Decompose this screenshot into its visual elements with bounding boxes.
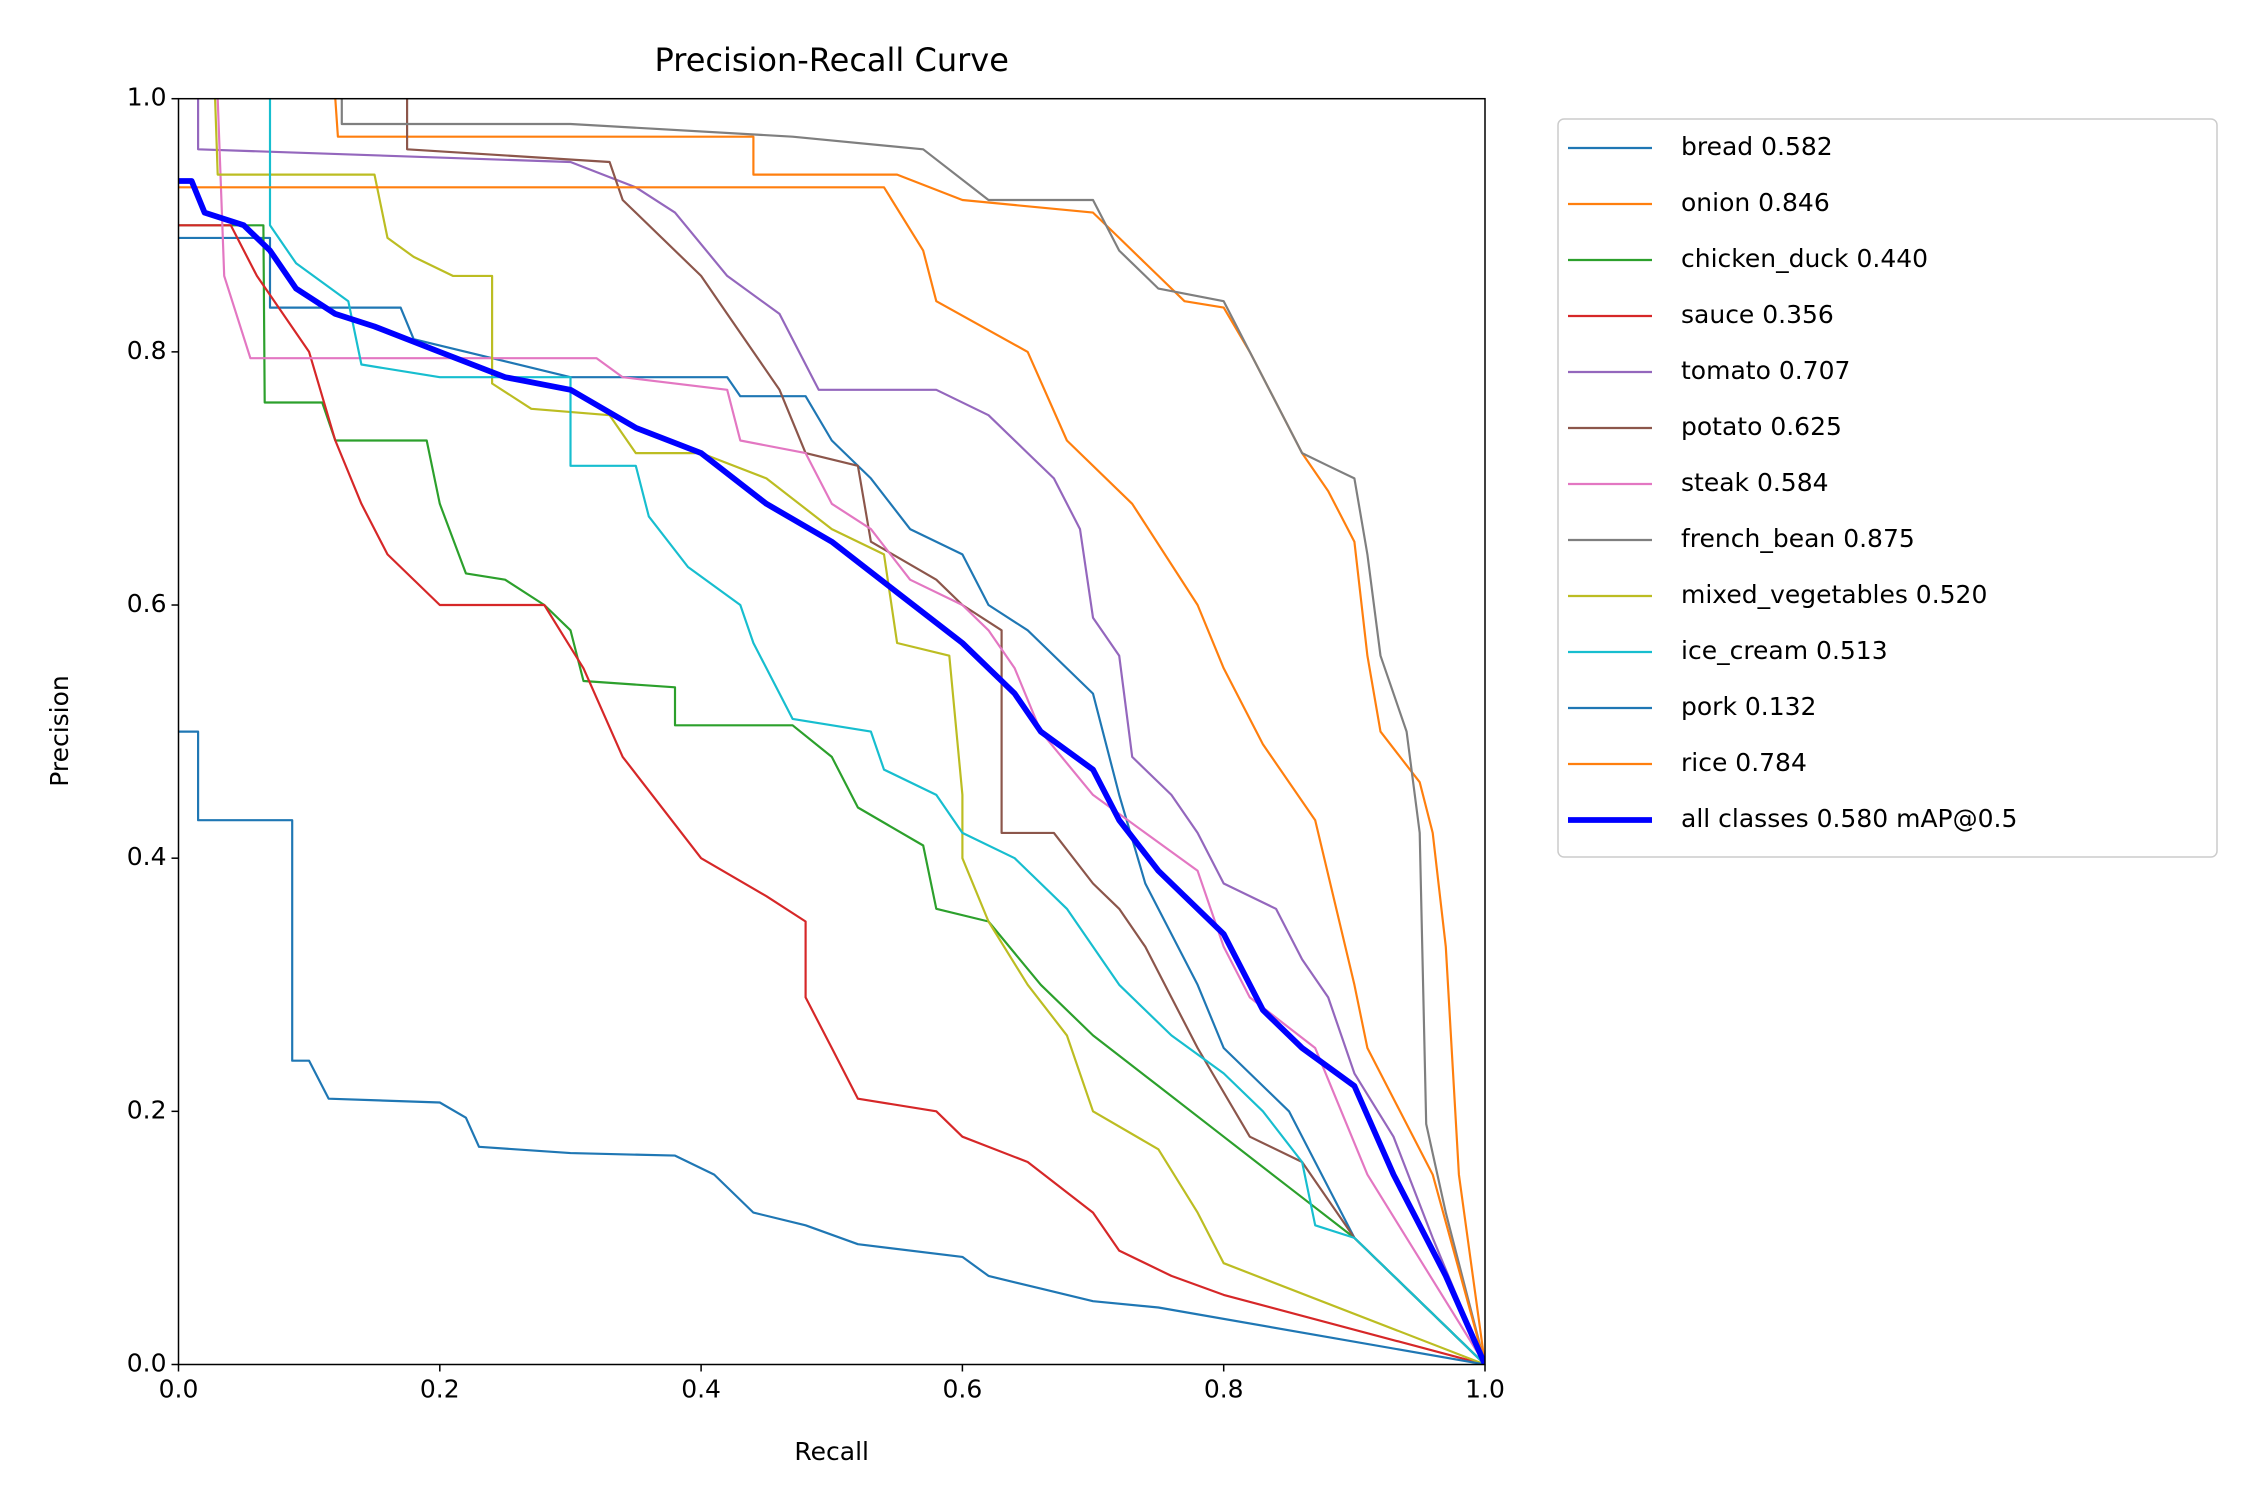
x-tick-label: 0.8 [1204,1375,1244,1404]
pr-curve [214,98,1485,1365]
y-tick-label: 0.2 [127,1095,167,1124]
pr-curve [340,98,1485,1365]
pr-curve [178,224,1485,1365]
legend-label: bread 0.582 [1681,132,1833,161]
legend-label: tomato 0.707 [1681,356,1850,385]
legend [1557,118,2218,858]
legend-label: ice_cream 0.513 [1681,636,1888,665]
y-axis-label: Precision [45,675,74,787]
legend-label: mixed_vegetables 0.520 [1681,580,1987,609]
legend-label: pork 0.132 [1681,692,1816,721]
x-tick-label: 0.4 [681,1375,721,1404]
y-tick-label: 0.4 [127,842,167,871]
legend-label: all classes 0.580 mAP@0.5 [1681,804,2017,833]
x-tick-label: 0.2 [420,1375,460,1404]
legend-label: french_bean 0.875 [1681,524,1915,553]
pr-curve [178,224,1485,1365]
legend-label: chicken_duck 0.440 [1681,244,1928,273]
chart-title: Precision-Recall Curve [655,41,1009,79]
x-tick-label: 0.0 [159,1375,199,1404]
plot-area [178,98,1485,1365]
legend-label: steak 0.584 [1681,468,1829,497]
pr-curve [178,186,1485,1365]
y-tick-label: 0.6 [127,589,167,618]
pr-curve [178,730,1485,1365]
pr-curve [216,98,1485,1365]
legend-label: potato 0.625 [1681,412,1842,441]
x-axis-label: Recall [794,1437,869,1466]
pr-curve [178,178,1485,1365]
legend-label: rice 0.784 [1681,748,1807,777]
legend-label: onion 0.846 [1681,188,1830,217]
axes-frame [177,97,1486,1366]
pr-curve [178,236,1485,1365]
x-tick-label: 1.0 [1465,1375,1505,1404]
legend-label: sauce 0.356 [1681,300,1834,329]
pr-curve [268,98,1485,1365]
y-tick-label: 0.8 [127,336,167,365]
x-tick-label: 0.6 [943,1375,983,1404]
y-tick-label: 1.0 [127,83,167,112]
y-tick-label: 0.0 [127,1349,167,1378]
pr-curve [197,98,1485,1365]
